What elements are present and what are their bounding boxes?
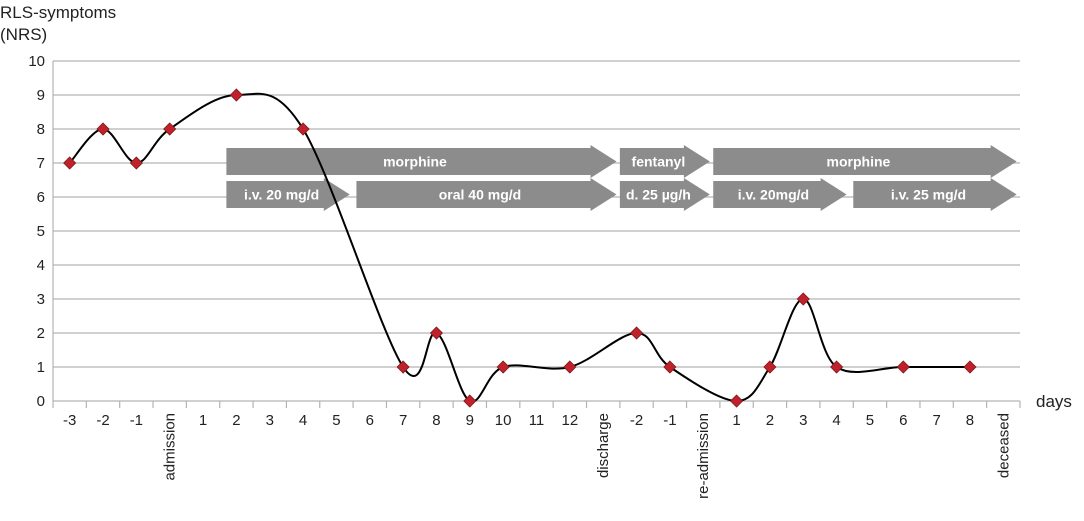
x-category-label: 5 [332,412,340,429]
x-category-label: 5 [866,412,874,429]
data-point-marker [830,360,844,374]
treatment-arrow-label: i.v. 25 mg/d [891,187,966,203]
x-category-label: deceased [995,413,1012,478]
data-point-marker [129,156,143,170]
x-category-label: 12 [562,412,579,429]
x-category-label: discharge [595,413,612,478]
x-category-label: 7 [932,412,940,429]
x-category-label: 3 [799,412,807,429]
y-tick-label: 5 [37,223,45,240]
data-point-marker [163,122,177,136]
x-category-label: 2 [766,412,774,429]
y-tick-label: 7 [37,155,45,172]
treatment-arrow [853,178,1017,211]
treatment-arrow-label: oral 40 mg/d [439,187,521,203]
grid-lines [52,60,1020,402]
y-axis-label-line-2: (NRS) [0,25,47,44]
x-category-label: 11 [529,412,545,429]
data-point-marker [763,360,777,374]
x-category-label: 8 [432,412,440,429]
x-category-label: -2 [630,412,643,429]
x-axis [52,401,1021,408]
x-category-label: 3 [266,412,274,429]
treatment-arrow-label: fentanyl [632,154,686,170]
treatment-arrow [713,145,1017,178]
x-category-labels: -3 -2 -1 admission 1 2 3 4 5 6 7 8 9 10 11 12 discharge -… [63,412,1012,499]
y-axis-label: RLS-symptoms (NRS) [0,3,116,44]
x-category-label: 8 [966,412,974,429]
x-category-label: -2 [96,412,109,429]
treatment-arrow-label: morphine [383,154,447,170]
y-tick-label: 3 [37,291,45,308]
x-category-label: -3 [63,412,76,429]
data-point-marker [496,360,510,374]
data-point-marker [629,326,644,340]
x-category-label: 4 [832,412,840,429]
x-category-label: -1 [130,412,143,429]
x-category-label: 6 [899,412,907,429]
treatment-arrow [226,145,617,178]
data-point-marker [663,360,677,374]
x-category-label: admission [162,413,179,481]
data-points [63,88,977,408]
y-tick-label: 10 [28,53,45,70]
series-line [68,92,970,403]
x-category-label: 10 [495,412,512,429]
treatment-arrow [356,178,617,211]
treatment-arrow-label: d. 25 µg/h [626,187,691,203]
data-point-marker [896,360,910,374]
x-category-label: 2 [232,412,240,429]
data-point-marker [429,326,444,340]
data-point-marker [963,360,977,374]
y-tick-label: 0 [37,393,45,410]
y-tick-label: 4 [37,257,45,274]
treatment-arrow [619,145,710,178]
data-point-marker [229,88,243,102]
treatment-arrow [226,178,350,211]
y-tick-label: 8 [37,121,45,138]
x-category-label: re-admission [695,413,712,499]
treatment-arrow-label: i.v. 20mg/d [738,187,809,203]
x-category-label: 6 [366,412,374,429]
x-category-label: 1 [732,412,740,429]
x-category-label: -1 [663,412,676,429]
data-point-marker [396,360,410,374]
y-tick-label: 9 [37,87,45,104]
x-category-label: 1 [199,412,207,429]
y-tick-label: 1 [37,359,45,376]
y-tick-label: 6 [37,189,45,206]
x-category-label: 4 [299,412,307,429]
data-point-marker [296,122,310,136]
y-tick-labels: 0 1 2 3 4 5 6 7 8 9 10 [28,53,45,410]
treatment-arrows: morphine fentanyl morphine i.v. 20 mg/d oral… [226,145,1017,211]
data-point-marker [63,156,77,170]
x-category-label: 9 [466,412,474,429]
data-point-marker [730,394,744,408]
data-point-marker [796,292,810,306]
treatment-arrow [713,178,847,211]
y-axis-label-line-1: RLS-symptoms [0,3,116,22]
data-point-marker [463,394,477,408]
treatment-arrow [619,178,710,211]
x-axis-label: days [1036,392,1072,411]
y-tick-label: 2 [37,325,45,342]
treatment-arrow-label: i.v. 20 mg/d [244,187,319,203]
data-point-marker [563,360,577,374]
data-point-marker [96,122,110,136]
x-category-label: 7 [399,412,407,429]
treatment-arrow-label: morphine [827,154,891,170]
